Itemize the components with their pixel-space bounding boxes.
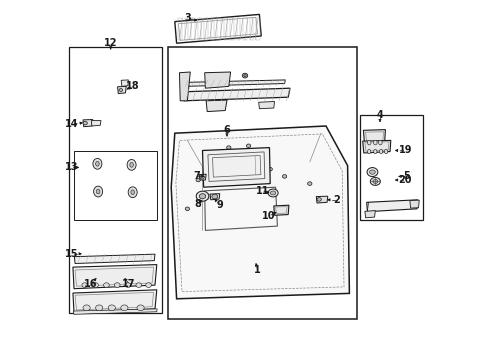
Polygon shape xyxy=(364,130,386,144)
Polygon shape xyxy=(196,194,209,200)
Text: 15: 15 xyxy=(65,249,78,259)
Bar xyxy=(360,115,423,220)
Ellipse shape xyxy=(108,305,116,311)
Polygon shape xyxy=(316,196,328,203)
Text: 8: 8 xyxy=(194,199,201,210)
Polygon shape xyxy=(274,205,289,215)
Text: 12: 12 xyxy=(104,38,118,48)
Text: 6: 6 xyxy=(223,125,230,135)
Ellipse shape xyxy=(317,198,321,201)
Ellipse shape xyxy=(96,305,103,311)
Text: 9: 9 xyxy=(217,200,223,210)
Ellipse shape xyxy=(127,159,136,170)
Polygon shape xyxy=(74,254,155,264)
Polygon shape xyxy=(199,174,206,180)
Polygon shape xyxy=(410,200,419,208)
Ellipse shape xyxy=(97,189,100,194)
Polygon shape xyxy=(363,140,391,153)
Text: 20: 20 xyxy=(398,175,412,185)
Text: 14: 14 xyxy=(65,119,78,129)
Ellipse shape xyxy=(93,283,98,287)
Ellipse shape xyxy=(367,167,378,176)
Polygon shape xyxy=(205,72,231,88)
Bar xyxy=(168,47,357,319)
Ellipse shape xyxy=(131,190,134,194)
Polygon shape xyxy=(118,86,126,94)
Ellipse shape xyxy=(136,283,142,287)
Text: 18: 18 xyxy=(126,81,140,91)
Text: 2: 2 xyxy=(333,195,340,205)
Ellipse shape xyxy=(185,207,190,211)
Polygon shape xyxy=(121,80,128,86)
Ellipse shape xyxy=(268,189,278,197)
Ellipse shape xyxy=(121,305,128,311)
Text: 19: 19 xyxy=(398,145,412,156)
Ellipse shape xyxy=(93,158,102,169)
Ellipse shape xyxy=(373,180,378,183)
Ellipse shape xyxy=(385,149,388,154)
Ellipse shape xyxy=(96,161,99,166)
Text: 7: 7 xyxy=(193,171,200,181)
Ellipse shape xyxy=(268,167,272,171)
Ellipse shape xyxy=(246,144,251,148)
Ellipse shape xyxy=(146,283,151,287)
Text: 10: 10 xyxy=(262,211,276,221)
Text: 16: 16 xyxy=(84,279,98,289)
Ellipse shape xyxy=(379,140,382,145)
Polygon shape xyxy=(210,194,220,200)
Ellipse shape xyxy=(370,177,380,185)
Ellipse shape xyxy=(130,163,133,167)
Polygon shape xyxy=(74,309,157,314)
Bar xyxy=(69,47,162,313)
Ellipse shape xyxy=(368,140,371,145)
Text: 1: 1 xyxy=(254,265,261,275)
Polygon shape xyxy=(179,72,190,101)
Ellipse shape xyxy=(125,283,131,287)
Ellipse shape xyxy=(119,89,122,91)
Polygon shape xyxy=(183,80,285,86)
Ellipse shape xyxy=(83,305,90,311)
Ellipse shape xyxy=(103,283,109,287)
Text: 17: 17 xyxy=(122,279,136,289)
Ellipse shape xyxy=(227,146,231,149)
Ellipse shape xyxy=(270,191,276,195)
Ellipse shape xyxy=(114,283,120,287)
Ellipse shape xyxy=(200,175,204,179)
Text: 3: 3 xyxy=(184,13,191,23)
Ellipse shape xyxy=(199,194,206,199)
Text: 4: 4 xyxy=(377,110,383,120)
Polygon shape xyxy=(83,120,93,127)
Ellipse shape xyxy=(82,283,88,287)
Polygon shape xyxy=(365,211,375,218)
Ellipse shape xyxy=(94,186,102,197)
Ellipse shape xyxy=(196,178,200,182)
Polygon shape xyxy=(183,88,290,101)
Polygon shape xyxy=(73,265,157,289)
Text: 11: 11 xyxy=(255,186,269,196)
Ellipse shape xyxy=(244,75,246,77)
Bar xyxy=(74,151,157,220)
Ellipse shape xyxy=(373,140,377,145)
Polygon shape xyxy=(259,102,274,109)
Ellipse shape xyxy=(196,191,209,201)
Text: 13: 13 xyxy=(65,162,78,172)
Polygon shape xyxy=(206,100,227,112)
Text: 5: 5 xyxy=(404,171,410,181)
Ellipse shape xyxy=(368,149,371,154)
Polygon shape xyxy=(171,126,349,299)
Polygon shape xyxy=(91,121,101,126)
Ellipse shape xyxy=(128,187,137,198)
Polygon shape xyxy=(367,200,418,212)
Ellipse shape xyxy=(282,175,287,178)
Polygon shape xyxy=(202,148,270,187)
Ellipse shape xyxy=(242,73,248,78)
Ellipse shape xyxy=(369,170,375,174)
Ellipse shape xyxy=(308,182,312,185)
Ellipse shape xyxy=(83,121,87,125)
Ellipse shape xyxy=(212,194,218,199)
Ellipse shape xyxy=(137,305,144,311)
Ellipse shape xyxy=(374,149,377,154)
Polygon shape xyxy=(73,290,157,312)
Ellipse shape xyxy=(379,149,383,154)
